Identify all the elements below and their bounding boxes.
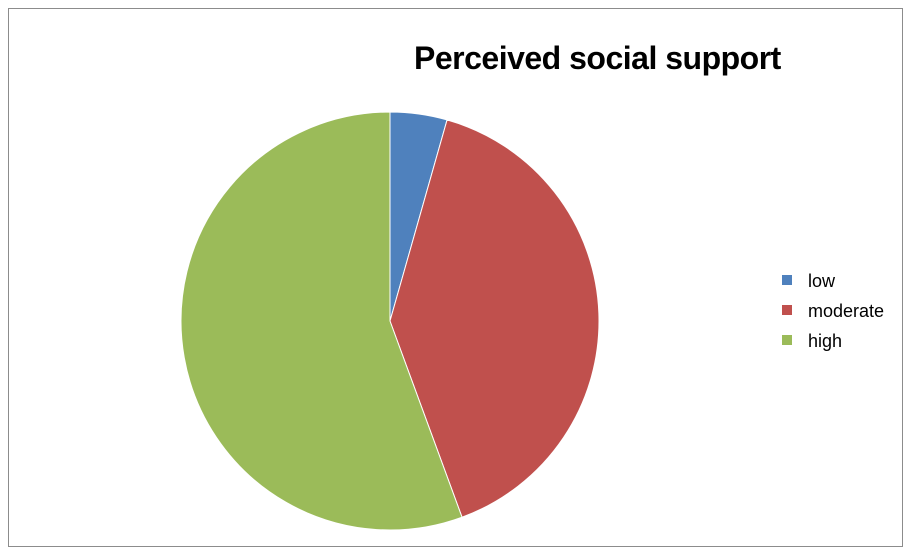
legend-label-low: low <box>808 271 836 291</box>
legend-swatch-high <box>782 335 792 345</box>
legend-label-moderate: moderate <box>808 301 885 321</box>
chart-title: Perceived social support <box>414 40 781 76</box>
pie-slice-high <box>180 111 463 531</box>
legend-label-high: high <box>808 331 843 351</box>
legend-swatch-moderate <box>782 305 792 315</box>
legend-swatch-low <box>782 275 792 285</box>
pie-slices <box>180 111 600 531</box>
pie-slice-moderate <box>389 119 600 518</box>
